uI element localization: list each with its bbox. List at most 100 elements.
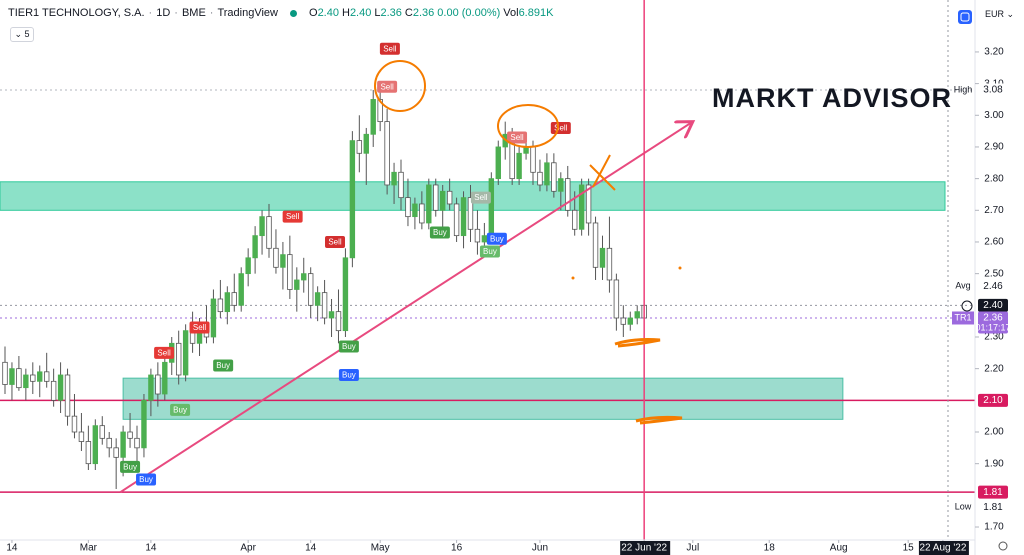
signal-flag: [470, 191, 491, 204]
signal-flag: [154, 346, 175, 359]
x-tick-label: Aug: [830, 543, 848, 554]
candle-body: [259, 216, 265, 237]
candle-body: [342, 257, 349, 332]
y-tick-label: 2.80: [984, 173, 1004, 184]
candle-body: [474, 228, 481, 243]
signal-flag: [325, 235, 346, 248]
signal-label: Sell: [383, 44, 397, 53]
y-tick-label: 3.00: [984, 110, 1004, 121]
legend-value: 0.00 (0.00%): [437, 7, 501, 19]
y-tick-label: 2.30: [984, 332, 1004, 343]
candle-body: [571, 209, 578, 230]
indicator-toggle[interactable]: ⌄ 5: [10, 27, 34, 42]
orange-dot: [571, 276, 575, 280]
x-tick-label: 14: [145, 543, 157, 554]
indicator-count: 5: [24, 29, 30, 39]
candle-body: [252, 235, 258, 259]
candle-body: [182, 330, 189, 376]
candle-body: [16, 368, 22, 389]
candle-body: [544, 162, 550, 186]
plot-layer: SellSellSellSellSellSellSellSellSellBuyB…: [0, 0, 975, 540]
candle-body: [565, 178, 571, 211]
settings-icon[interactable]: [958, 10, 972, 24]
signal-flag: [338, 368, 359, 381]
legend-value: 2.40: [349, 7, 372, 19]
price-badge-timer: 01:17:17: [975, 322, 1010, 332]
price-badge-value: 3.08: [983, 85, 1003, 96]
separator: ·: [209, 7, 214, 19]
candle-body: [516, 152, 522, 180]
signal-flag: [429, 226, 450, 239]
signal-label: Buy: [139, 475, 153, 484]
price-badge: [978, 83, 1008, 97]
legend-value: 2.40: [317, 7, 339, 19]
candle-body: [433, 184, 439, 211]
candle-body: [328, 311, 335, 319]
signal-flag: [189, 321, 210, 334]
candle-body: [495, 146, 501, 180]
price-badge-value: 1.81: [983, 487, 1003, 498]
orange-cross: [589, 154, 616, 191]
signal-flag: [120, 460, 141, 473]
candle-body: [558, 178, 564, 192]
zone: [122, 377, 844, 420]
signal-flag: [507, 131, 528, 144]
orange-mark: [614, 338, 661, 348]
price-badge: [978, 393, 1008, 407]
plus-icon[interactable]: [961, 300, 973, 312]
currency[interactable]: EUR ⌄: [985, 9, 1015, 19]
badge-name-box: [952, 311, 974, 325]
signal-label: Buy: [483, 247, 497, 256]
separator: ·: [148, 7, 153, 19]
signal-label: Buy: [433, 228, 447, 237]
signal-label: Buy: [173, 405, 187, 414]
candle-body: [349, 140, 356, 259]
price-badge-value: 2.36: [983, 313, 1003, 324]
price-badge: [978, 311, 1008, 334]
x-tick-label: 22 Aug '22: [919, 543, 966, 554]
signal-label: Sell: [554, 124, 568, 133]
price-badge-value: 2.40: [983, 300, 1003, 311]
candle-body: [43, 371, 50, 382]
candle-body: [273, 247, 279, 268]
candle-body: [85, 441, 92, 465]
x-tick-label: May: [371, 543, 390, 554]
candle-body: [9, 368, 15, 385]
signal-flag: [136, 473, 157, 486]
x-tick-label: Mar: [80, 543, 98, 554]
price-badge-value: 2.10: [983, 395, 1003, 406]
candle-body: [606, 247, 613, 281]
gear-icon[interactable]: [998, 541, 1008, 551]
legend-key: H: [341, 7, 350, 19]
x-tick-label: 16: [451, 543, 463, 554]
candle-body: [627, 317, 633, 325]
candle-body: [245, 257, 251, 275]
x-tick-label: 22 Jun '22: [621, 543, 667, 554]
legend-value: 2.36: [412, 7, 435, 19]
legend-key: O: [309, 7, 318, 19]
candle-body: [134, 437, 140, 449]
candle-body: [585, 184, 592, 224]
header: TIER1 TECHNOLOGY, S.A. · 1D · BME · Trad…: [8, 7, 556, 19]
signal-label: Sell: [286, 212, 300, 221]
legend-key: L: [374, 7, 381, 19]
y-tick-label: 2.20: [984, 363, 1004, 374]
price-badge: [978, 485, 1008, 499]
y-tick-label: 1.70: [984, 522, 1004, 533]
candle-body: [224, 292, 231, 313]
candle-body: [106, 437, 112, 449]
candle-body: [439, 190, 446, 211]
price-badge-name: Avg: [955, 281, 970, 291]
signal-label: Sell: [380, 82, 394, 91]
candle-body: [335, 311, 342, 332]
separator: ·: [174, 7, 178, 19]
trendline: [119, 122, 692, 494]
candle-body: [99, 425, 105, 439]
price-badge-name: Low: [955, 502, 972, 512]
signal-label: Buy: [342, 371, 356, 380]
x-tick-label: Jul: [686, 543, 699, 554]
candle-body: [162, 361, 168, 395]
x-tick-label: 15: [903, 543, 915, 554]
candle-body: [370, 99, 376, 135]
